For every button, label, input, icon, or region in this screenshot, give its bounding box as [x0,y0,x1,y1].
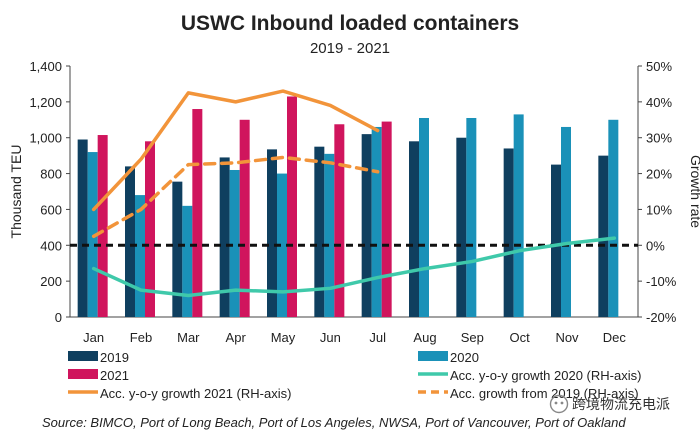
legend-swatch [418,372,448,376]
legend-swatch [68,390,98,394]
y-tick-label-left: 1,400 [29,59,62,74]
wechat-icon [549,394,569,414]
bar-2020 [324,153,335,317]
y-tick-label-right: -20% [646,310,677,325]
bar-2020 [371,126,382,317]
y-tick-label-left: 800 [40,167,62,182]
x-tick-label: Oct [510,330,531,345]
bar-2021 [239,119,250,318]
bar-2021 [192,109,203,318]
y-tick-label-right: 10% [646,202,672,217]
source-note: Source: BIMCO, Port of Long Beach, Port … [42,415,626,430]
y-tick-label-right: 40% [646,95,672,110]
bar-2021 [145,141,155,317]
y-tick-label-right: 30% [646,131,672,146]
bar-2020 [513,114,524,318]
watermark-text: 跨境物流充电派 [572,396,670,412]
bar-2020 [419,117,429,317]
y-tick-label-right: 0% [646,238,665,253]
legend-label: 2019 [100,350,129,365]
bar-2019 [551,164,561,317]
bar-2021 [97,135,108,317]
bar-2019 [77,139,88,317]
bar-2019 [456,137,467,317]
legend-label: Acc. growth from 2019 (RH-axis) [450,386,639,401]
legend-label: 2020 [450,350,479,365]
bar-2020 [135,195,145,317]
bar-2021 [287,96,297,317]
x-tick-label: Feb [130,330,152,345]
bar-2019 [314,146,325,317]
y-tick-label-left: 200 [40,274,62,289]
line-Acc. growth from 2019 (RH-axis) [91,155,380,239]
y-tick-label-right: -10% [646,274,677,289]
legend-swatch [418,390,448,394]
y-tick-label-left: 600 [40,202,62,217]
x-tick-label: May [271,330,296,345]
bar-2019 [172,181,183,317]
y-tick-label-left: 0 [55,310,62,325]
x-tick-label: Dec [603,330,627,345]
bar-2020 [561,126,571,317]
x-tick-label: Aug [413,330,436,345]
legend-label: Acc. y-o-y growth 2021 (RH-axis) [100,386,292,401]
x-tick-label: Jun [320,330,341,345]
y-tick-label-right: 20% [646,167,672,182]
y-axis-title-right: Growth rate [688,155,700,228]
line-Acc. y-o-y growth 2020 (RH-axis) [91,236,617,298]
bar-2020 [466,117,477,317]
bar-2019 [409,141,419,317]
chart-title: USWC Inbound loaded containers [180,12,520,35]
x-tick-label: Nov [555,330,579,345]
bar-2019 [125,166,135,317]
x-tick-label: Mar [177,330,200,345]
bar-2019 [361,134,372,317]
legend-label: Acc. y-o-y growth 2020 (RH-axis) [450,368,642,383]
bar-2020 [277,173,287,317]
bar-2020 [182,205,193,317]
bar-2020 [608,119,619,318]
legend-swatch [418,351,448,361]
x-tick-label: Apr [226,330,247,345]
line-Acc. y-o-y growth 2021 (RH-axis) [91,89,380,212]
y-tick-label-left: 1,200 [29,95,62,110]
bar-2019 [503,148,514,317]
bar-2019 [219,157,230,317]
bar-2019 [598,155,609,317]
y-tick-label-left: 400 [40,238,62,253]
bar-2019 [267,149,277,317]
y-axis-title-left: Thousand TEU [8,145,24,239]
watermark: 跨境物流充电派 [546,393,696,415]
legend-swatch [68,351,98,361]
x-tick-label: Sep [461,330,484,345]
bar-2020 [229,169,240,317]
y-tick-label-right: 50% [646,59,672,74]
bar-2020 [87,152,98,317]
legend-label: 2021 [100,368,129,383]
x-tick-label: Jul [369,330,386,345]
bar-2021 [381,121,392,317]
chart-subtitle: 2019 - 2021 [309,40,391,57]
legend-swatch [68,369,98,379]
x-tick-label: Jan [83,330,104,345]
y-tick-label-left: 1,000 [29,131,62,146]
bar-2021 [334,124,345,318]
